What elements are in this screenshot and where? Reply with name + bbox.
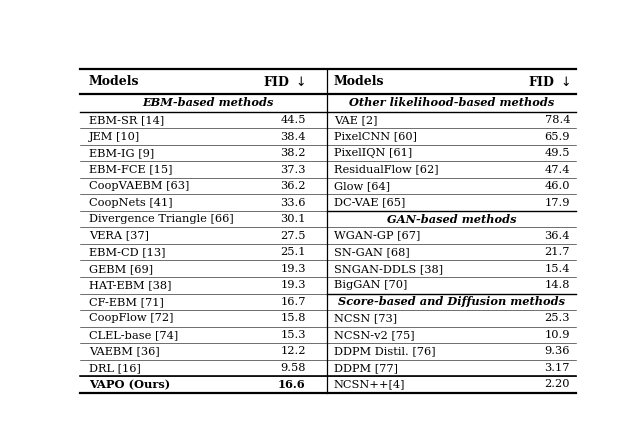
Text: PixelIQN [61]: PixelIQN [61] bbox=[334, 148, 412, 158]
Text: 44.5: 44.5 bbox=[280, 115, 306, 125]
Text: 15.8: 15.8 bbox=[280, 313, 306, 323]
Text: 25.3: 25.3 bbox=[545, 313, 570, 323]
Text: 17.9: 17.9 bbox=[545, 198, 570, 208]
Text: 30.1: 30.1 bbox=[280, 214, 306, 224]
Text: EBM-SR [14]: EBM-SR [14] bbox=[89, 115, 164, 125]
Text: 14.8: 14.8 bbox=[545, 280, 570, 290]
Text: EBM-IG [9]: EBM-IG [9] bbox=[89, 148, 154, 158]
Text: 16.7: 16.7 bbox=[280, 297, 306, 307]
Text: CF-EBM [71]: CF-EBM [71] bbox=[89, 297, 164, 307]
Text: EBM-based methods: EBM-based methods bbox=[142, 97, 273, 108]
Text: 47.4: 47.4 bbox=[545, 164, 570, 175]
Text: ResidualFlow [62]: ResidualFlow [62] bbox=[334, 164, 438, 175]
Text: 65.9: 65.9 bbox=[545, 131, 570, 142]
Text: EBM-CD [13]: EBM-CD [13] bbox=[89, 247, 165, 257]
Text: 49.5: 49.5 bbox=[545, 148, 570, 158]
Text: SNGAN-DDLS [38]: SNGAN-DDLS [38] bbox=[334, 264, 443, 274]
Text: VAE [2]: VAE [2] bbox=[334, 115, 378, 125]
Text: DDPM Distil. [76]: DDPM Distil. [76] bbox=[334, 346, 436, 356]
Text: 9.58: 9.58 bbox=[280, 363, 306, 373]
Text: 27.5: 27.5 bbox=[280, 231, 306, 241]
Text: 16.6: 16.6 bbox=[278, 379, 306, 390]
Text: 12.2: 12.2 bbox=[280, 346, 306, 356]
Text: 2.20: 2.20 bbox=[545, 380, 570, 389]
Text: VERA [37]: VERA [37] bbox=[89, 231, 149, 241]
Text: CLEL-base [74]: CLEL-base [74] bbox=[89, 330, 178, 340]
Text: DRL [16]: DRL [16] bbox=[89, 363, 141, 373]
Text: CoopNets [41]: CoopNets [41] bbox=[89, 198, 173, 208]
Text: NCSN++[4]: NCSN++[4] bbox=[334, 380, 406, 389]
Text: 21.7: 21.7 bbox=[545, 247, 570, 257]
Text: Score-based and Diffusion methods: Score-based and Diffusion methods bbox=[339, 296, 566, 307]
Text: 19.3: 19.3 bbox=[280, 264, 306, 274]
Text: Models: Models bbox=[334, 75, 385, 88]
Text: NCSN [73]: NCSN [73] bbox=[334, 313, 397, 323]
Text: 10.9: 10.9 bbox=[545, 330, 570, 340]
Text: 9.36: 9.36 bbox=[545, 346, 570, 356]
Text: CoopVAEBM [63]: CoopVAEBM [63] bbox=[89, 181, 189, 191]
Text: 19.3: 19.3 bbox=[280, 280, 306, 290]
Text: WGAN-GP [67]: WGAN-GP [67] bbox=[334, 231, 420, 241]
Text: 36.4: 36.4 bbox=[545, 231, 570, 241]
Text: 25.1: 25.1 bbox=[280, 247, 306, 257]
Text: VAEBM [36]: VAEBM [36] bbox=[89, 346, 159, 356]
Text: NCSN-v2 [75]: NCSN-v2 [75] bbox=[334, 330, 415, 340]
Text: 46.0: 46.0 bbox=[545, 181, 570, 191]
Text: 15.4: 15.4 bbox=[545, 264, 570, 274]
Text: DDPM [77]: DDPM [77] bbox=[334, 363, 398, 373]
Text: GAN-based methods: GAN-based methods bbox=[387, 214, 516, 225]
Text: 37.3: 37.3 bbox=[280, 164, 306, 175]
Text: Divergence Triangle [66]: Divergence Triangle [66] bbox=[89, 214, 234, 224]
Text: Glow [64]: Glow [64] bbox=[334, 181, 390, 191]
Text: DC-VAE [65]: DC-VAE [65] bbox=[334, 198, 405, 208]
Text: Other likelihood-based methods: Other likelihood-based methods bbox=[349, 97, 555, 108]
Text: BigGAN [70]: BigGAN [70] bbox=[334, 280, 407, 290]
Text: 38.4: 38.4 bbox=[280, 131, 306, 142]
Text: FID $\downarrow$: FID $\downarrow$ bbox=[528, 75, 570, 89]
Text: 38.2: 38.2 bbox=[280, 148, 306, 158]
Text: Models: Models bbox=[89, 75, 140, 88]
Text: FID $\downarrow$: FID $\downarrow$ bbox=[264, 75, 306, 89]
Text: 15.3: 15.3 bbox=[280, 330, 306, 340]
Text: PixelCNN [60]: PixelCNN [60] bbox=[334, 131, 417, 142]
Text: 33.6: 33.6 bbox=[280, 198, 306, 208]
Text: JEM [10]: JEM [10] bbox=[89, 131, 140, 142]
Text: 3.17: 3.17 bbox=[545, 363, 570, 373]
Text: 78.4: 78.4 bbox=[545, 115, 570, 125]
Text: SN-GAN [68]: SN-GAN [68] bbox=[334, 247, 410, 257]
Text: VAPO (Ours): VAPO (Ours) bbox=[89, 379, 170, 390]
Text: EBM-FCE [15]: EBM-FCE [15] bbox=[89, 164, 172, 175]
Text: 36.2: 36.2 bbox=[280, 181, 306, 191]
Text: HAT-EBM [38]: HAT-EBM [38] bbox=[89, 280, 172, 290]
Text: GEBM [69]: GEBM [69] bbox=[89, 264, 153, 274]
Text: CoopFlow [72]: CoopFlow [72] bbox=[89, 313, 173, 323]
